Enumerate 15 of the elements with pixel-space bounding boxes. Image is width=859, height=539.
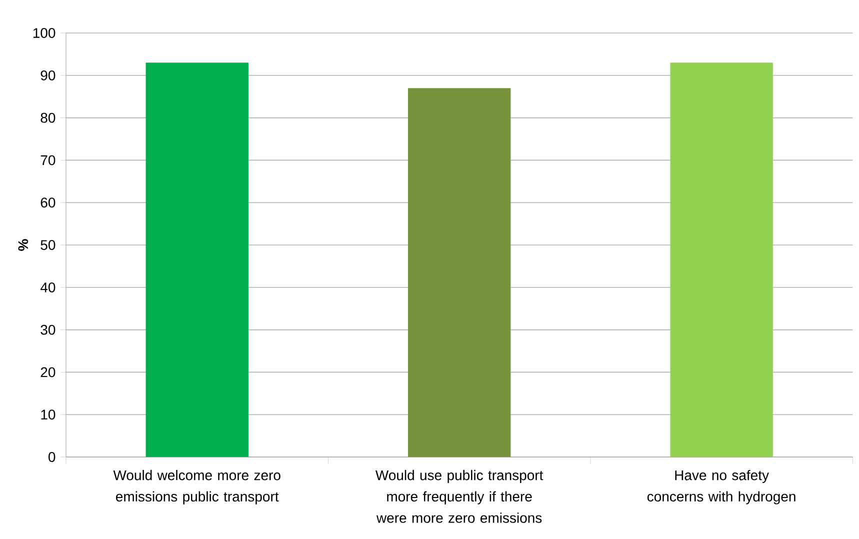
y-tick-label: 70: [40, 155, 56, 166]
y-tick-label: 80: [40, 112, 56, 123]
y-tick-label: 20: [40, 367, 56, 378]
y-tick-label: 0: [48, 452, 56, 462]
x-tick-label: Would welcome more zero emissions public transport: [113, 470, 280, 504]
x-tick-label: Have no safety concerns with hydrogen: [647, 470, 796, 504]
y-tick-label: 50: [40, 240, 56, 250]
y-tick-label: 100: [33, 28, 56, 38]
x-tick-label: Would use public transport more frequently if there were more zero emissions: [375, 470, 544, 523]
y-axis-title: %: [18, 239, 28, 251]
y-tick-label: 10: [41, 410, 56, 420]
y-tick-label: 30: [40, 324, 56, 335]
y-tick-label: 60: [40, 198, 56, 208]
y-tick-label: 90: [40, 70, 56, 80]
y-tick-label: 40: [40, 282, 56, 292]
